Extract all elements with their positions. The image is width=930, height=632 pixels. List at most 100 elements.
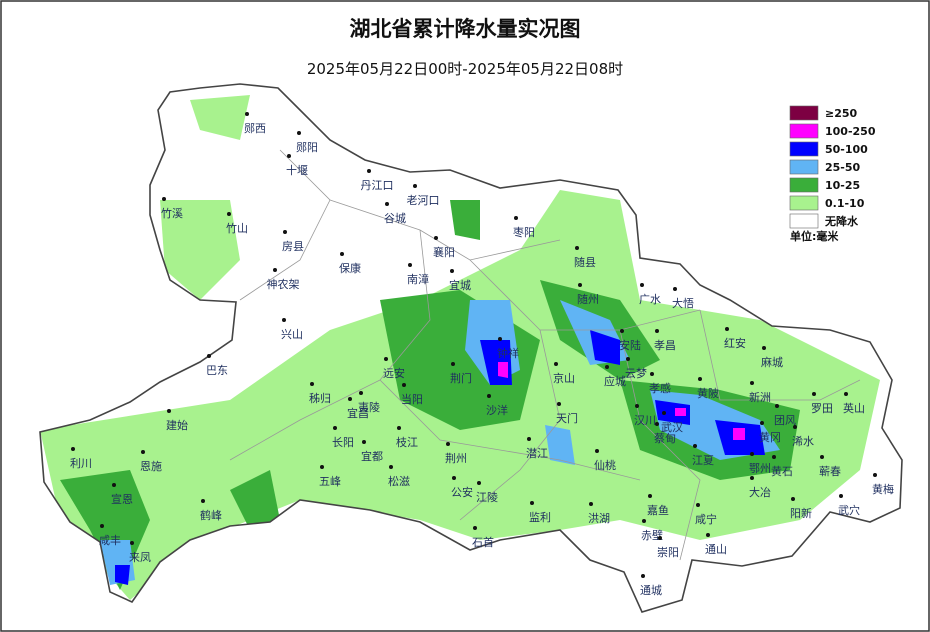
city-label: 夷陵 bbox=[358, 401, 380, 414]
city-dot bbox=[333, 426, 337, 430]
city-label: 仙桃 bbox=[594, 458, 616, 472]
legend-label: 0.1-10 bbox=[825, 197, 865, 210]
city-label: 应城 bbox=[604, 374, 626, 388]
city-dot bbox=[397, 426, 401, 430]
city-dot bbox=[650, 372, 654, 376]
county-border bbox=[469, 259, 701, 331]
city-label: 鄂州 bbox=[749, 462, 771, 475]
city-label: 当阳 bbox=[401, 392, 423, 406]
city-dot bbox=[450, 269, 454, 273]
city-dot bbox=[595, 449, 599, 453]
city-dot bbox=[750, 452, 754, 456]
city-dot bbox=[71, 447, 75, 451]
city-label: 江陵 bbox=[476, 491, 498, 504]
city-label: 新洲 bbox=[749, 390, 771, 404]
city-dot bbox=[130, 541, 134, 545]
city-dot bbox=[760, 421, 764, 425]
rainfall-area bbox=[190, 95, 250, 140]
rainfall-area bbox=[655, 400, 690, 425]
rainfall-area bbox=[160, 200, 240, 300]
city-dot bbox=[620, 329, 624, 333]
city-label: 南漳 bbox=[407, 272, 429, 286]
city-dot bbox=[141, 450, 145, 454]
legend-swatch bbox=[789, 213, 819, 229]
city-dot bbox=[167, 409, 171, 413]
city-label: 武穴 bbox=[838, 503, 860, 517]
city-label: 洪湖 bbox=[588, 511, 610, 525]
legend-label: 100-250 bbox=[825, 125, 876, 138]
county-border bbox=[619, 329, 701, 561]
city-label: 红安 bbox=[724, 336, 746, 350]
city-label: 云梦 bbox=[625, 367, 647, 380]
city-label: 沙洋 bbox=[486, 403, 508, 417]
legend-swatch bbox=[789, 195, 819, 211]
city-label: 郧阳 bbox=[296, 141, 318, 154]
city-dot bbox=[839, 494, 843, 498]
city-label: 襄阳 bbox=[433, 245, 455, 259]
city-dot bbox=[793, 425, 797, 429]
city-dot bbox=[201, 499, 205, 503]
city-dot bbox=[791, 497, 795, 501]
city-label: 随县 bbox=[574, 255, 596, 269]
map-subtitle: 2025年05月22日00时-2025年05月22日08时 bbox=[307, 60, 623, 78]
city-dot bbox=[658, 536, 662, 540]
city-dot bbox=[662, 411, 666, 415]
legend-label: ≥250 bbox=[825, 107, 858, 120]
city-dot bbox=[530, 501, 534, 505]
city-dot bbox=[812, 392, 816, 396]
province-outline bbox=[39, 83, 903, 613]
city-label: 建始 bbox=[166, 418, 188, 432]
city-dot bbox=[389, 465, 393, 469]
city-label: 荆门 bbox=[450, 371, 472, 385]
city-label: 安陆 bbox=[619, 338, 641, 352]
city-dot bbox=[273, 268, 277, 272]
city-label: 十堰 bbox=[286, 163, 308, 177]
city-label: 来凤 bbox=[129, 551, 151, 564]
city-dot bbox=[725, 327, 729, 331]
city-label: 钟祥 bbox=[497, 346, 519, 360]
city-dot bbox=[413, 184, 417, 188]
rainfall-layer bbox=[40, 95, 880, 600]
city-dot bbox=[408, 263, 412, 267]
city-label: 通城 bbox=[640, 584, 662, 597]
city-dot bbox=[698, 377, 702, 381]
city-dot bbox=[359, 391, 363, 395]
city-dot bbox=[207, 354, 211, 358]
city-dot bbox=[626, 357, 630, 361]
city-dot bbox=[655, 329, 659, 333]
rainfall-area bbox=[590, 330, 620, 365]
city-dot bbox=[772, 455, 776, 459]
map-title: 湖北省累计降水量实况图 bbox=[350, 17, 581, 41]
city-dot bbox=[477, 481, 481, 485]
legend-swatch bbox=[789, 105, 819, 121]
city-dot bbox=[844, 392, 848, 396]
county-border bbox=[459, 329, 561, 521]
city-dot bbox=[473, 526, 477, 530]
county-border bbox=[239, 149, 331, 301]
city-label: 宣恩 bbox=[111, 492, 133, 506]
city-label: 大悟 bbox=[672, 296, 694, 310]
city-dot bbox=[227, 212, 231, 216]
city-label: 兴山 bbox=[281, 328, 303, 341]
city-dot bbox=[452, 476, 456, 480]
city-label: 蔡甸 bbox=[654, 432, 676, 445]
city-label: 咸丰 bbox=[99, 534, 121, 547]
legend: ≥250 100-250 50-100 25-50 10-25 0.1-10 无降水单位:毫… bbox=[789, 105, 876, 243]
city-label: 鹤峰 bbox=[200, 508, 222, 522]
city-label: 麻城 bbox=[761, 355, 783, 369]
city-label: 京山 bbox=[553, 371, 575, 385]
city-label: 石首 bbox=[472, 535, 494, 549]
city-label: 远安 bbox=[383, 366, 405, 380]
city-label: 黄石 bbox=[771, 464, 793, 478]
city-dot bbox=[348, 397, 352, 401]
city-dot bbox=[434, 236, 438, 240]
city-label: 长阳 bbox=[332, 436, 354, 449]
city-dot bbox=[100, 524, 104, 528]
rainfall-area bbox=[675, 408, 686, 416]
city-dot bbox=[575, 246, 579, 250]
city-dot bbox=[514, 216, 518, 220]
city-label: 黄陂 bbox=[697, 386, 719, 400]
city-dot bbox=[362, 440, 366, 444]
city-dot bbox=[402, 383, 406, 387]
